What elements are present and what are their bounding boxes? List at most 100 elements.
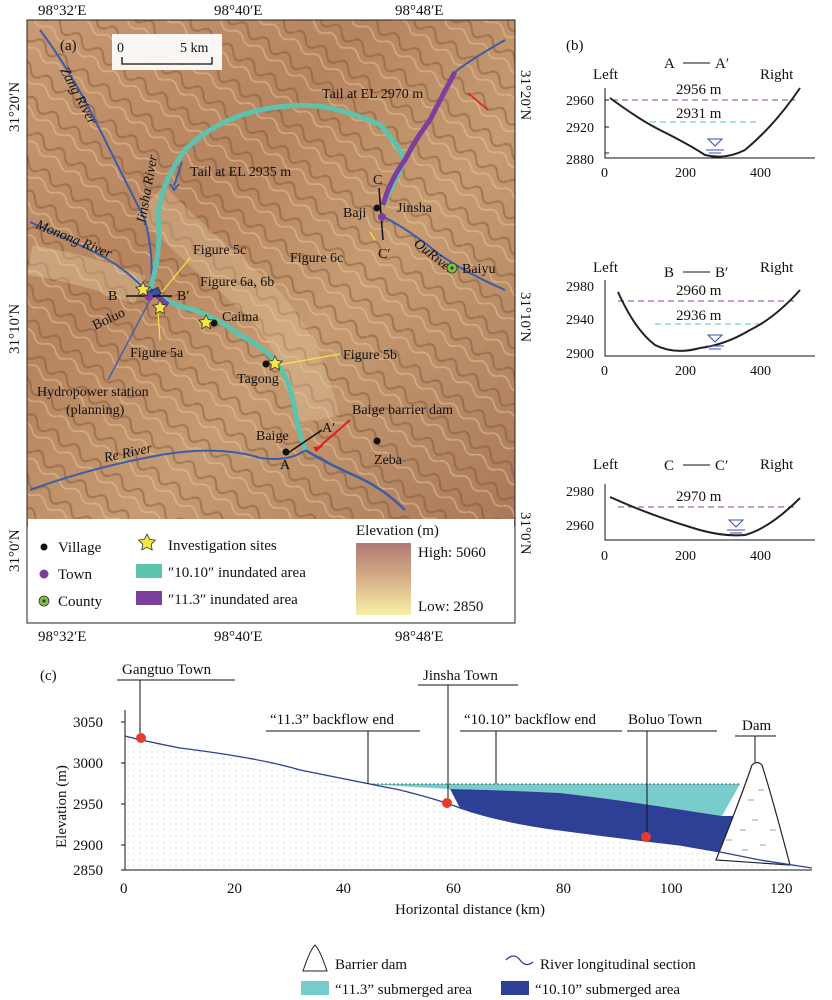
lat-tick-left: 31°10′N <box>7 304 23 354</box>
dam-label: Dam <box>742 718 771 734</box>
jinsha-town-dot <box>378 213 386 221</box>
water-level-label: 2936 m <box>676 308 722 324</box>
jinsha-town-label: Jinsha Town <box>423 668 498 684</box>
ytick: 2900 <box>566 347 594 362</box>
inundated-1010-area <box>147 102 408 451</box>
baiyu-label: Baiyu <box>462 262 495 277</box>
valley-shading <box>27 245 146 304</box>
panel-a-label: (a) <box>60 38 77 54</box>
baji-label: Baji <box>343 206 366 221</box>
section-bb: B B′ Left Right 2980 2940 2900 0 200 400… <box>566 260 815 379</box>
x-axis-title: Horizontal distance (km) <box>395 902 545 918</box>
dam-callout <box>735 735 776 762</box>
xtick: 0 <box>120 881 128 897</box>
xtick: 200 <box>675 166 696 181</box>
leader-5a <box>157 311 161 341</box>
lon-tick-bottom: 98°40′E <box>214 629 262 645</box>
flow-arrow <box>173 161 183 187</box>
legend-town: Town <box>58 567 92 583</box>
jinsha-callout <box>418 684 518 798</box>
panel-b-sections: (b) A A′ Left Right 2960 2920 2880 0 200… <box>566 38 815 564</box>
investigation-stars <box>134 281 284 371</box>
xtick: 0 <box>601 549 608 564</box>
ytick: 2960 <box>566 519 594 534</box>
caima-label: Caima <box>222 310 259 325</box>
hydropower-label-1: Hydropower station <box>37 385 149 400</box>
elevation-high: High: 5060 <box>418 545 486 561</box>
section-a-prime-label: A′ <box>322 421 335 436</box>
legend-barrier-icon <box>302 944 328 972</box>
tagong-village-dot <box>262 360 270 368</box>
valley-shading <box>135 185 340 425</box>
gangtuo-callout <box>117 679 235 733</box>
section-c-label: C <box>373 173 382 188</box>
xtick: 400 <box>750 166 771 181</box>
barrier-dam-arrow <box>317 419 351 449</box>
right-label: Right <box>760 457 794 473</box>
jinsha-river-upstream <box>454 39 506 73</box>
legend-investigation: Investigation sites <box>168 538 277 554</box>
ground-fill <box>125 736 812 868</box>
zeba-label: Zeba <box>374 453 403 468</box>
xtick: 400 <box>750 549 771 564</box>
water-level-label: 2956 m <box>676 82 722 98</box>
boluo-dot <box>641 832 651 842</box>
legend-box <box>28 519 514 622</box>
section-axes <box>604 88 815 159</box>
section-title-c-prime: C′ <box>715 458 728 474</box>
scale-length: 5 km <box>180 41 209 56</box>
legend-113-swatch <box>301 981 329 995</box>
dam-shape <box>715 761 791 866</box>
hydropower-label-2: (planning) <box>66 403 125 418</box>
jinsha-label: Jinsha <box>397 201 433 216</box>
jinsha-dot <box>442 798 452 808</box>
legend-inundated-113: ″11.3″ inundated area <box>168 592 298 608</box>
section-aa: A A′ Left Right 2960 2920 2880 0 200 400… <box>566 56 815 181</box>
section-title-b-prime: B′ <box>715 265 728 281</box>
xtick: 120 <box>770 881 793 897</box>
xtick: 200 <box>675 364 696 379</box>
xtick: 60 <box>446 881 461 897</box>
backflow-1010-label: “10.10” backflow end <box>464 712 597 728</box>
ytick: 3050 <box>73 715 103 731</box>
left-label: Left <box>593 260 619 276</box>
panel-b-label: (b) <box>566 38 584 54</box>
backflow-1010-callout <box>460 730 622 784</box>
zeba-village-dot <box>373 437 381 445</box>
tail-2970-marker <box>467 92 489 111</box>
tail-2970-label: Tail at EL 2970 m <box>322 87 423 102</box>
water-level-label: 2970 m <box>676 489 722 505</box>
water-level-label: 2960 m <box>676 283 722 299</box>
baige-village-dot <box>282 448 290 456</box>
section-c-prime-label: C′ <box>378 247 390 262</box>
figure-5b-label: Figure 5b <box>343 348 397 363</box>
lat-tick-right: 31°20′N <box>517 70 533 120</box>
section-title-a-prime: A′ <box>715 56 729 72</box>
lon-tick-top: 98°40′E <box>214 3 262 19</box>
gangtuo-label: Gangtuo Town <box>122 662 212 678</box>
elevation-low: Low: 2850 <box>418 599 483 615</box>
ytick: 2950 <box>73 797 103 813</box>
legend-river-section: River longitudinal section <box>540 957 696 973</box>
section-cc: C C′ Left Right 2980 2960 0 200 400 2970… <box>566 457 815 564</box>
ytick: 2940 <box>566 313 594 328</box>
legend-sub-1010: “10.10” submerged area <box>535 982 680 998</box>
legend-1010-swatch <box>501 981 529 995</box>
legend-barrier: Barrier dam <box>335 957 407 973</box>
ytick: 3000 <box>73 756 103 772</box>
legend-113-swatch <box>136 591 162 605</box>
lon-tick-bottom: 98°32′E <box>38 629 86 645</box>
legend-village: Village <box>58 540 102 556</box>
xtick: 20 <box>227 881 242 897</box>
water-symbol-icon <box>706 138 724 147</box>
legend-inundated-1010: ″10.10″ inundated area <box>168 565 306 581</box>
lat-tick-right: 31°0′N <box>517 512 533 555</box>
lat-tick-left: 31°0′N <box>7 529 23 572</box>
section-axes <box>604 484 815 541</box>
section-axes <box>604 280 815 357</box>
figure-6c-label: Figure 6c <box>290 251 343 266</box>
boluo-town-label: Boluo Town <box>628 712 703 728</box>
figure-5a-label: Figure 5a <box>130 346 184 361</box>
lat-tick-right: 31°10′N <box>517 292 533 342</box>
